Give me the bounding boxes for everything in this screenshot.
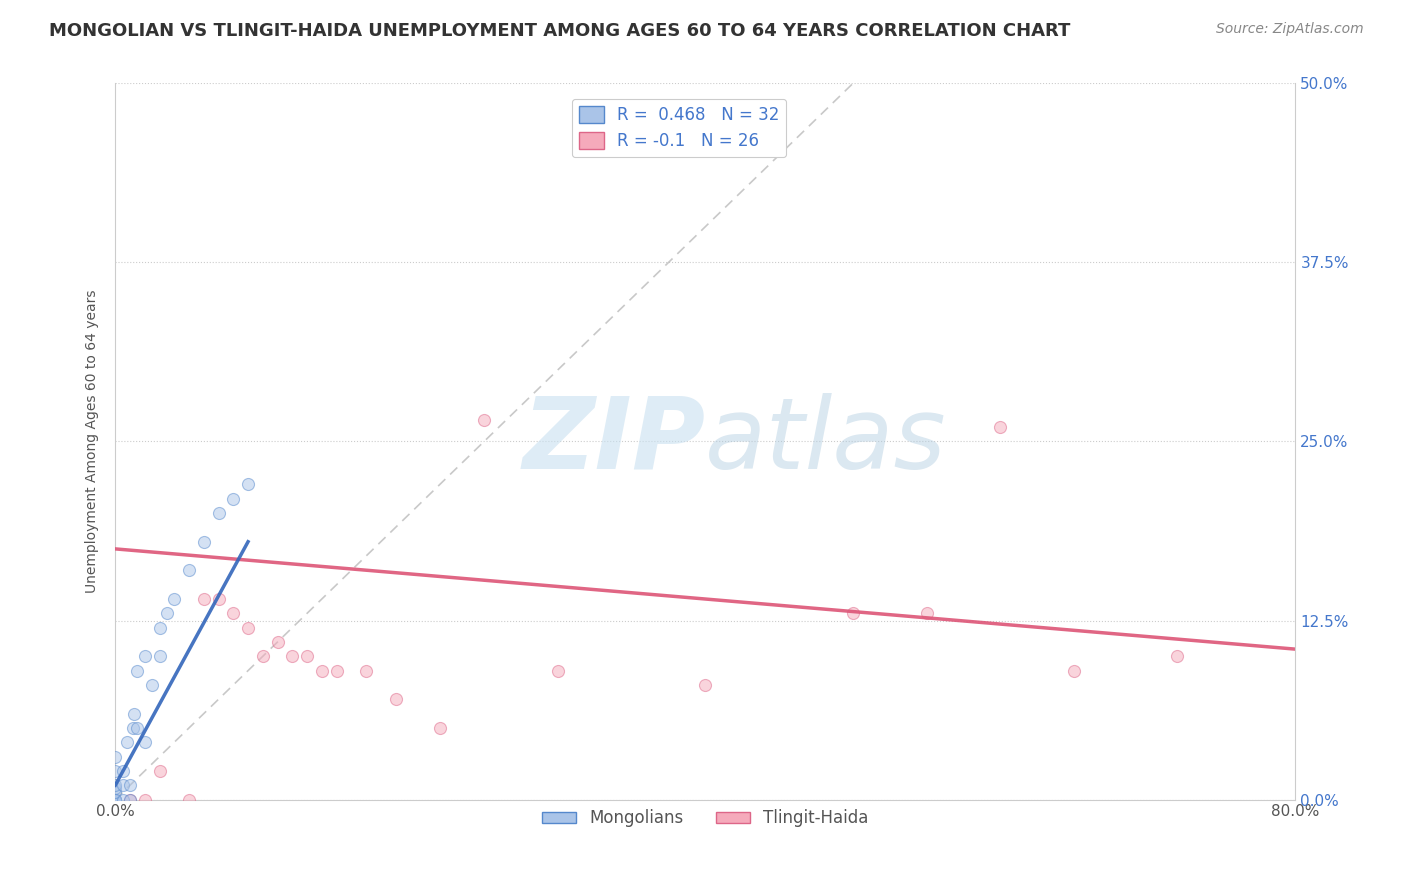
Point xyxy=(104,792,127,806)
Point xyxy=(193,592,215,607)
Point xyxy=(122,721,145,735)
Point xyxy=(104,792,127,806)
Point xyxy=(695,678,717,692)
Point xyxy=(134,792,156,806)
Point xyxy=(281,649,304,664)
Point xyxy=(384,692,406,706)
Point xyxy=(177,563,200,577)
Point xyxy=(429,721,451,735)
Point xyxy=(252,649,274,664)
Text: ZIP: ZIP xyxy=(523,393,706,490)
Point xyxy=(111,764,134,778)
Point xyxy=(115,735,138,749)
Point xyxy=(104,792,127,806)
Legend: Mongolians, Tlingit-Haida: Mongolians, Tlingit-Haida xyxy=(536,803,875,834)
Point xyxy=(141,678,163,692)
Point xyxy=(990,420,1012,434)
Point xyxy=(104,749,127,764)
Point xyxy=(325,664,347,678)
Point xyxy=(104,792,127,806)
Point xyxy=(104,764,127,778)
Point xyxy=(177,792,200,806)
Point xyxy=(148,649,170,664)
Point xyxy=(163,592,186,607)
Point xyxy=(104,778,127,792)
Point xyxy=(124,706,146,721)
Text: Source: ZipAtlas.com: Source: ZipAtlas.com xyxy=(1216,22,1364,37)
Point xyxy=(134,735,156,749)
Point xyxy=(148,764,170,778)
Point xyxy=(134,649,156,664)
Point xyxy=(547,664,569,678)
Point xyxy=(193,534,215,549)
Text: MONGOLIAN VS TLINGIT-HAIDA UNEMPLOYMENT AMONG AGES 60 TO 64 YEARS CORRELATION CH: MONGOLIAN VS TLINGIT-HAIDA UNEMPLOYMENT … xyxy=(49,22,1070,40)
Point xyxy=(222,491,245,506)
Point xyxy=(118,778,141,792)
Point xyxy=(118,792,141,806)
Point xyxy=(222,607,245,621)
Point xyxy=(156,607,179,621)
Point xyxy=(842,607,865,621)
Text: atlas: atlas xyxy=(706,393,948,490)
Point xyxy=(118,792,141,806)
Point xyxy=(1063,664,1085,678)
Point xyxy=(104,792,127,806)
Point xyxy=(127,721,149,735)
Point xyxy=(111,778,134,792)
Point xyxy=(311,664,333,678)
Point xyxy=(148,621,170,635)
Point xyxy=(236,477,259,491)
Point xyxy=(1166,649,1188,664)
Y-axis label: Unemployment Among Ages 60 to 64 years: Unemployment Among Ages 60 to 64 years xyxy=(86,290,100,593)
Point xyxy=(207,506,229,520)
Point xyxy=(915,607,938,621)
Point xyxy=(266,635,288,649)
Point xyxy=(127,664,149,678)
Point xyxy=(472,413,495,427)
Point xyxy=(111,792,134,806)
Point xyxy=(236,621,259,635)
Point xyxy=(104,792,127,806)
Point xyxy=(295,649,318,664)
Point xyxy=(354,664,377,678)
Point xyxy=(207,592,229,607)
Point xyxy=(104,785,127,799)
Point xyxy=(104,780,127,795)
